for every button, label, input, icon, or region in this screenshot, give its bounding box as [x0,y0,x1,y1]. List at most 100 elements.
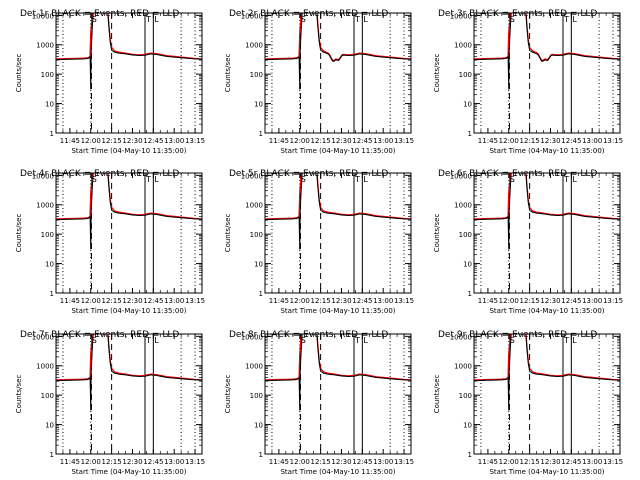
panel-5: Det 5r BLACK = Events, RED = LLD 1 10 100 10… [224,169,414,315]
x-tick-label: 12:45 [561,458,581,466]
y-tick-label: 10000 [241,12,263,20]
events-series-line [474,13,620,90]
x-tick-label: 11:45 [269,137,289,145]
panel-title: Det 2r BLACK = Events, RED = LLD [229,9,388,19]
y-axis-label: Counts/sec [224,54,232,93]
panel-plot-area [265,334,411,454]
x-tick-label: 12:00 [499,137,519,145]
marker-glyph-label: T [354,15,360,24]
x-axis-label: Start Time (04-May-10 11:35:00) [489,147,604,155]
panel-9: Det 9r BLACK = Events, RED = LLD 1 10 100 10… [433,330,623,476]
y-tick-label: 10 [45,101,54,109]
y-tick-label: 10000 [32,172,54,180]
events-series-line [474,173,620,250]
y-tick-label: 10 [254,261,263,269]
panel-title: Det 1r BLACK = Events, RED = LLD [20,9,179,19]
plot-frame [264,12,412,134]
marker-glyph-label: L [363,175,368,184]
marker-glyph-label: S [92,175,97,184]
y-tick-label: 10 [463,261,472,269]
marker-glyph-label: S [92,15,97,24]
x-tick-label: 11:45 [60,458,80,466]
x-tick-label: 12:15 [102,458,122,466]
y-tick-label: 100 [41,231,54,239]
panel-plot-area [474,334,620,454]
x-axis-label: Start Time (04-May-10 11:35:00) [280,147,395,155]
y-tick-label: 1 [259,290,263,298]
y-tick-label: 10 [463,422,472,430]
x-axis-label: Start Time (04-May-10 11:35:00) [489,468,604,476]
y-axis-label: Counts/sec [15,54,23,93]
x-tick-label: 13:00 [373,458,393,466]
y-axis-label: Counts/sec [433,54,441,93]
marker-glyph-label: T [354,175,360,184]
events-series-line [56,13,202,90]
y-tick-label: 10 [463,101,472,109]
y-axis-label: Counts/sec [224,375,232,414]
y-tick-label: 100 [41,71,54,79]
events-series-line [56,173,202,250]
y-tick-label: 100 [250,231,263,239]
marker-glyph-label: L [154,336,159,345]
y-tick-label: 1 [468,451,472,459]
x-tick-label: 13:00 [582,458,602,466]
x-tick-label: 12:15 [311,297,331,305]
panel-plot-area [56,173,202,293]
x-tick-label: 12:45 [352,297,372,305]
lld-series-line [265,173,411,220]
y-tick-label: 1000 [36,363,54,371]
x-tick-label: 13:00 [164,297,184,305]
y-tick-label: 1000 [245,42,263,50]
x-tick-label: 12:00 [81,458,101,466]
panel-7: Det 7r BLACK = Events, RED = LLD 1 10 100 10… [15,330,205,476]
x-tick-label: 13:00 [373,297,393,305]
x-tick-label: 12:15 [520,137,540,145]
y-tick-label: 10 [45,261,54,269]
y-tick-label: 1000 [36,202,54,210]
x-axis-label: Start Time (04-May-10 11:35:00) [71,468,186,476]
y-tick-label: 10000 [32,12,54,20]
y-tick-label: 100 [250,71,263,79]
panel-plot-area [474,13,620,133]
y-axis-label: Counts/sec [433,375,441,414]
x-tick-label: 12:15 [102,297,122,305]
x-tick-label: 12:45 [143,137,163,145]
events-series-line [56,334,202,411]
y-tick-label: 1000 [454,363,472,371]
x-tick-label: 13:15 [603,137,623,145]
x-tick-label: 13:15 [394,137,414,145]
lld-series-line [56,334,202,381]
x-tick-label: 11:45 [478,137,498,145]
marker-glyph-label: S [301,175,306,184]
y-tick-label: 1000 [36,42,54,50]
x-tick-label: 11:45 [60,297,80,305]
panel-title: Det 6r BLACK = Events, RED = LLD [438,169,597,179]
marker-glyph-label: L [572,175,577,184]
x-axis-label: Start Time (04-May-10 11:35:00) [71,147,186,155]
marker-glyph-label: T [563,336,569,345]
x-tick-label: 12:30 [122,137,142,145]
x-tick-label: 11:45 [478,458,498,466]
panel-3: Det 3r BLACK = Events, RED = LLD 1 10 100 10… [433,9,623,155]
marker-glyph-label: T [563,15,569,24]
x-tick-label: 11:45 [269,458,289,466]
y-tick-label: 100 [459,392,472,400]
y-tick-label: 100 [459,231,472,239]
x-tick-label: 12:00 [290,137,310,145]
x-tick-label: 12:45 [352,458,372,466]
x-tick-label: 12:00 [290,297,310,305]
x-tick-label: 12:30 [540,137,560,145]
y-tick-label: 10000 [32,333,54,341]
panel-1: Det 1r BLACK = Events, RED = LLD 1 10 100 10… [15,9,205,155]
lld-series-line [474,173,620,220]
marker-glyph-label: S [92,336,97,345]
x-tick-label: 11:45 [478,297,498,305]
x-tick-label: 12:00 [499,458,519,466]
y-tick-label: 10000 [450,12,472,20]
x-tick-label: 11:45 [269,297,289,305]
x-tick-label: 13:15 [185,458,205,466]
x-tick-label: 12:15 [102,137,122,145]
panel-title: Det 8r BLACK = Events, RED = LLD [229,330,388,340]
y-tick-label: 1 [259,130,263,138]
